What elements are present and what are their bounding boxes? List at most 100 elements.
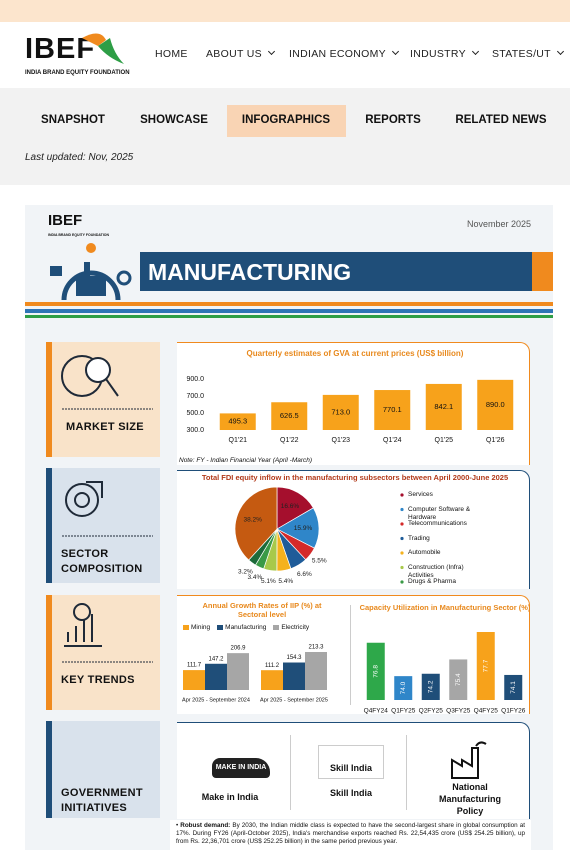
x-tick-label: Q1'24 (383, 437, 402, 444)
bar (449, 659, 468, 700)
value-label: 154.3 (286, 655, 302, 661)
legend-swatch (217, 625, 224, 630)
divider (350, 605, 351, 705)
value-label: 626.5 (280, 411, 299, 420)
info-date: November 2025 (467, 219, 532, 229)
legend-label: Computer Software & Hardware (408, 505, 471, 521)
x-tick-label: Q1'25 (435, 437, 454, 444)
legend-label: Drugs & Pharma (408, 578, 457, 585)
value-label: 5.4% (278, 578, 293, 585)
legend-swatch (273, 625, 280, 630)
legend-marker (400, 493, 404, 497)
nav-item[interactable]: INDUSTRY (410, 47, 479, 60)
x-tick-label: Q4FY25 (474, 708, 499, 715)
stripe (25, 309, 553, 313)
tab[interactable]: SNAPSHOT (41, 114, 105, 126)
bar (374, 390, 411, 430)
legend-label: Trading (408, 534, 430, 542)
chart-title: Quarterly estimates of GVA at current pr… (247, 349, 464, 358)
bar (305, 652, 327, 690)
legend-item: Manufacturing (217, 624, 266, 631)
tab[interactable]: REPORTS (365, 114, 421, 126)
info-logo-tagline: INDIA BRAND EQUITY FOUNDATION (48, 233, 109, 237)
chart-title: Total FDI equity inflow in the manufactu… (202, 473, 508, 482)
x-tick-label: Apr 2025 - September 2025 (260, 697, 328, 703)
bar (322, 394, 359, 430)
top-bar (0, 0, 570, 22)
nav-text: INDIAN ECONOMY (289, 48, 386, 60)
x-tick-label: Q1FY25 (391, 708, 416, 715)
legend-item: Electricity (273, 624, 309, 631)
last-updated: Last updated: Nov, 2025 (25, 152, 134, 163)
section-label: GOVERNMENT INITIATIVES (61, 787, 143, 814)
bar (504, 674, 523, 700)
value-label: 6.6% (297, 571, 312, 578)
x-tick-label: Q2FY25 (419, 708, 444, 715)
initiative-label: National Manufacturing Policy (439, 782, 501, 816)
value-label: 770.1 (383, 405, 402, 414)
value-label: 38.2% (243, 516, 262, 523)
legend-marker (400, 522, 404, 526)
x-tick-label: Q4FY24 (364, 708, 389, 715)
bar (425, 383, 462, 430)
section-block (46, 721, 160, 818)
value-label: 76.8 (372, 665, 379, 678)
logo[interactable]: IBEF (25, 33, 96, 65)
y-tick-label: 700.0 (186, 393, 204, 400)
x-tick-label: Q1'22 (280, 437, 299, 444)
value-label: 111.7 (187, 663, 202, 669)
value-label: 16.6% (281, 503, 300, 510)
nav-item[interactable]: HOME (155, 48, 188, 60)
logo-icon (82, 33, 124, 64)
legend-label: Manufacturing (225, 624, 267, 631)
legend-label: Construction (Infra) Activities (408, 563, 464, 579)
section-icons (61, 355, 153, 663)
legend-label: Mining (191, 624, 211, 631)
section-label: MARKET SIZE (66, 421, 144, 433)
chart-title: Capacity Utilization in Manufacturing Se… (360, 603, 531, 612)
bar (476, 632, 495, 700)
y-tick-label: 900.0 (186, 376, 204, 383)
section-label: SECTOR COMPOSITION (61, 548, 143, 575)
value-label: 74.0 (400, 681, 407, 694)
value-label: 75.4 (455, 673, 462, 686)
tab-active-bg (227, 105, 346, 137)
x-tick-label: Apr 2025 - September 2024 (182, 697, 250, 703)
nav-item[interactable]: INDIAN ECONOMY (289, 47, 400, 60)
value-label: 890.0 (486, 400, 505, 409)
robust-text: By 2030, the Indian middle class is expe… (176, 822, 525, 845)
bar (183, 670, 205, 690)
chart-title: Annual Growth Rates of IIP (%) at Sector… (202, 601, 322, 619)
stripe (25, 302, 553, 306)
value-label: 15.9% (294, 525, 313, 532)
x-tick-label: Q1FY26 (501, 708, 526, 715)
value-label: 713.0 (331, 407, 350, 416)
note: Note: FY - Indian Financial Year (April … (179, 457, 313, 464)
legend-label: Services (408, 491, 433, 498)
y-tick-label: 300.0 (186, 427, 204, 434)
bar (205, 663, 227, 690)
pie-slice (276, 486, 314, 530)
bar (261, 670, 283, 690)
legend: Mining Manufacturing Electricity (183, 624, 309, 631)
tab[interactable]: INFOGRAPHICS (241, 114, 331, 126)
nav-item[interactable]: STATES/UT (492, 47, 564, 60)
stripe (25, 315, 553, 318)
nav-item[interactable]: ABOUT US (206, 47, 275, 60)
x-tick-label: Q1'26 (486, 437, 505, 444)
title-tab (532, 252, 553, 291)
section-block (46, 595, 160, 710)
title-banner (140, 252, 532, 291)
section-label: KEY TRENDS (61, 674, 135, 686)
bar (219, 413, 256, 430)
legend-label: Telecommunications (408, 520, 467, 527)
nav-text: STATES/UT (492, 48, 551, 60)
tab[interactable]: RELATED NEWS (455, 114, 547, 126)
factory-icon (451, 741, 487, 779)
legend-label: Electricity (281, 624, 310, 631)
legend-label: Automobile (408, 549, 441, 556)
value-label: 213.3 (308, 645, 324, 651)
factory-icon (50, 243, 132, 301)
tab[interactable]: SHOWCASE (140, 114, 208, 126)
bar (227, 653, 249, 690)
